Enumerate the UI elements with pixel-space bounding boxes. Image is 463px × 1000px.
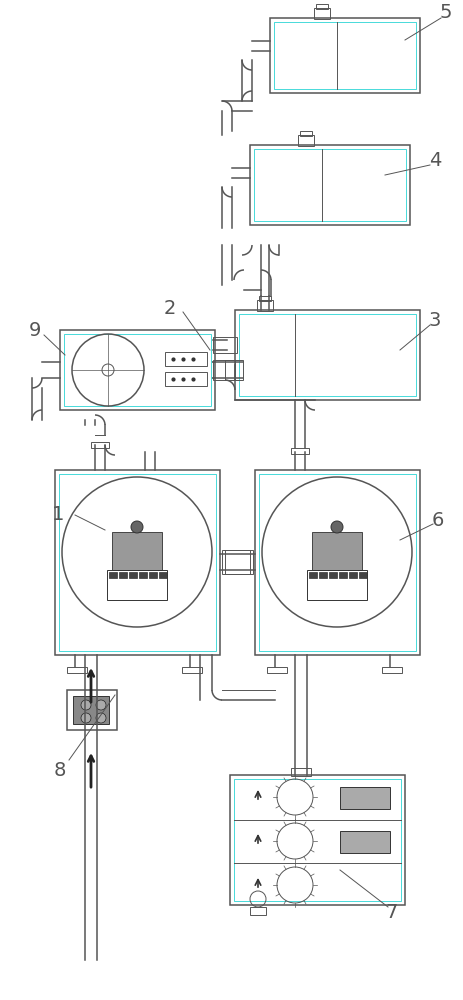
Bar: [258, 474, 415, 651]
Bar: [250, 145, 409, 225]
Bar: [119, 572, 127, 578]
Bar: [358, 572, 366, 578]
Bar: [233, 779, 400, 901]
Bar: [311, 532, 361, 570]
Bar: [67, 690, 117, 730]
Bar: [316, 4, 328, 9]
Bar: [238, 314, 415, 396]
Bar: [308, 572, 316, 578]
Bar: [258, 296, 270, 301]
Text: 6: 6: [431, 510, 443, 530]
Bar: [225, 550, 252, 574]
Bar: [221, 550, 250, 574]
Bar: [307, 570, 366, 600]
Bar: [255, 470, 419, 655]
Bar: [165, 372, 206, 386]
Bar: [319, 572, 326, 578]
Text: 5: 5: [439, 2, 451, 21]
Circle shape: [96, 713, 106, 723]
Bar: [149, 572, 156, 578]
Bar: [328, 572, 336, 578]
Bar: [159, 572, 167, 578]
Bar: [253, 149, 405, 221]
Text: 9: 9: [29, 320, 41, 340]
Bar: [91, 442, 109, 448]
Bar: [67, 667, 87, 673]
Bar: [64, 334, 211, 406]
Bar: [339, 787, 389, 809]
Bar: [274, 22, 415, 89]
Circle shape: [131, 521, 143, 533]
Bar: [225, 360, 243, 380]
Bar: [269, 18, 419, 93]
Bar: [181, 667, 201, 673]
Bar: [213, 337, 237, 353]
Bar: [55, 470, 219, 655]
Bar: [112, 532, 162, 570]
Text: 4: 4: [428, 150, 440, 169]
Text: 2: 2: [163, 298, 176, 318]
Bar: [73, 696, 109, 724]
Bar: [234, 310, 419, 400]
Text: 3: 3: [428, 310, 440, 330]
Bar: [314, 8, 330, 19]
Bar: [250, 907, 265, 915]
Bar: [290, 448, 308, 454]
Circle shape: [96, 700, 106, 710]
Bar: [290, 768, 310, 776]
Text: 1: 1: [52, 506, 64, 524]
Bar: [59, 474, 216, 651]
Bar: [109, 572, 117, 578]
Text: 8: 8: [54, 760, 66, 780]
Text: 7: 7: [385, 902, 397, 922]
Bar: [381, 667, 401, 673]
Bar: [60, 330, 214, 410]
Bar: [338, 572, 346, 578]
Circle shape: [81, 713, 91, 723]
Circle shape: [330, 521, 342, 533]
Bar: [300, 131, 311, 136]
Bar: [107, 570, 167, 600]
Bar: [213, 360, 234, 380]
Bar: [339, 831, 389, 853]
Circle shape: [81, 700, 91, 710]
Bar: [297, 135, 313, 146]
Bar: [230, 775, 404, 905]
Bar: [266, 667, 287, 673]
Bar: [165, 352, 206, 366]
Bar: [129, 572, 137, 578]
Bar: [348, 572, 356, 578]
Bar: [139, 572, 147, 578]
Bar: [257, 300, 272, 311]
